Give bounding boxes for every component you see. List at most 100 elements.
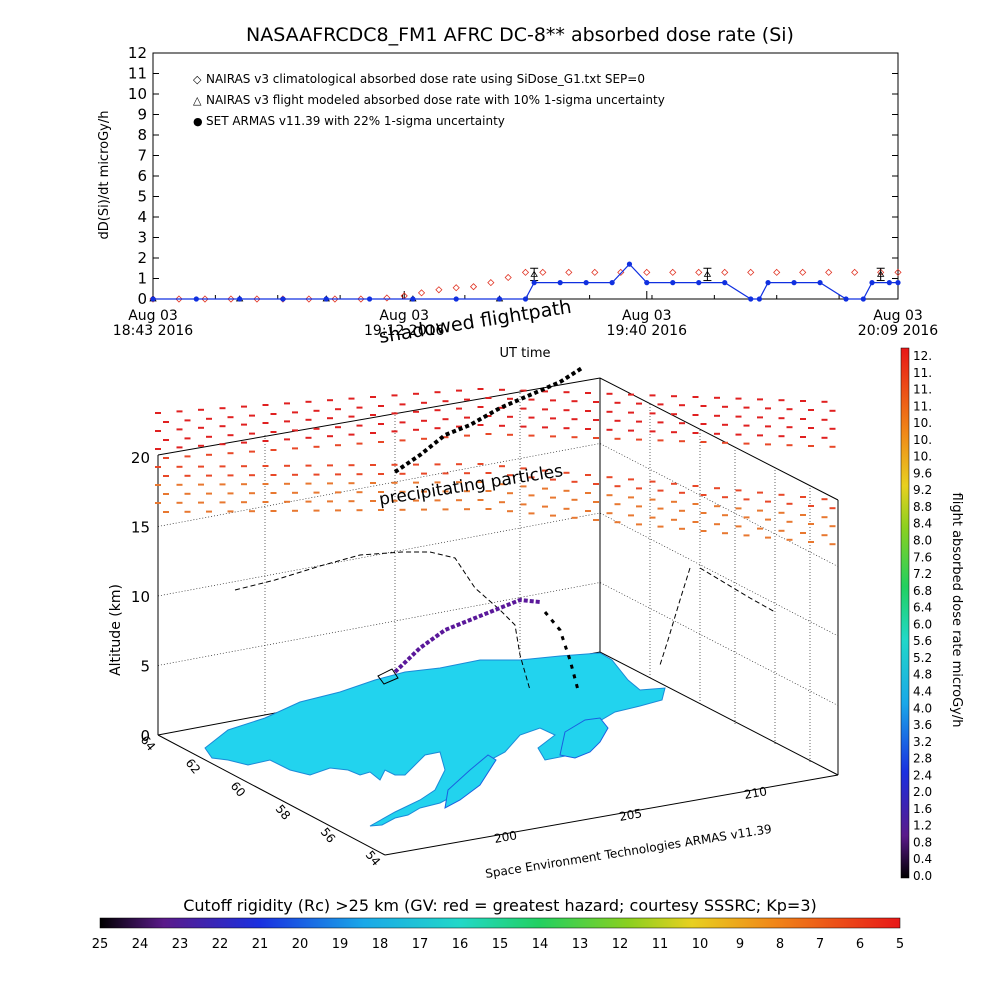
bottom-colorbar-tick-label: 22 bbox=[212, 937, 229, 952]
nairas-climatological-point bbox=[565, 268, 573, 276]
nairas-climatological-point bbox=[643, 268, 651, 276]
longitude-axis: 200 205 210 bbox=[493, 784, 768, 846]
y-tick-label: 11 bbox=[128, 65, 147, 83]
nairas-climatological-point bbox=[357, 295, 365, 303]
bottom-colorbar-ticks: 25 24 23 22 21 20 19 18 17 16 15 14 13 12 11 10 9 8 7 6 5 bbox=[92, 937, 904, 952]
legend-symbol: ● bbox=[193, 115, 203, 128]
nairas-climatological-point bbox=[175, 295, 183, 303]
bottom-colorbar-tick-label: 13 bbox=[572, 937, 589, 952]
armas-point bbox=[765, 280, 771, 286]
right-colorbar-tick-label: 3.2 bbox=[913, 735, 932, 749]
annotation-shadowed-flightpath: shadowed flightpath bbox=[377, 296, 573, 348]
x-tick-label-date: Aug 03 bbox=[622, 308, 672, 324]
right-colorbar-label: flight absorbed dose rate microGy/h bbox=[949, 493, 964, 728]
x-tick-label-date: Aug 03 bbox=[873, 308, 923, 324]
nairas-climatological-point bbox=[487, 279, 495, 287]
nairas-climatological-point bbox=[227, 295, 235, 303]
y-tick-label: 10 bbox=[128, 85, 147, 103]
nairas-climatological-point bbox=[721, 268, 729, 276]
bottom-colorbar-tick-label: 24 bbox=[132, 937, 149, 952]
latitude-tick-label: 60 bbox=[228, 779, 249, 800]
bottom-colorbar-label: Cutoff rigidity (Rc) >25 km (GV: red = g… bbox=[183, 896, 817, 915]
altitude-axis-label: Altitude (km) bbox=[108, 584, 124, 676]
bottom-colorbar-tick-label: 25 bbox=[92, 937, 109, 952]
y-tick-label: 6 bbox=[137, 167, 147, 185]
right-colorbar-tick-label: 2.8 bbox=[913, 752, 932, 766]
y-tick-label: 2 bbox=[137, 249, 147, 267]
altitude-grid-line bbox=[157, 443, 839, 567]
bottom-colorbar-tick-label: 20 bbox=[292, 937, 309, 952]
nairas-climatological-point bbox=[851, 268, 859, 276]
y-tick-label: 7 bbox=[137, 147, 147, 165]
nairas-climatological-point bbox=[773, 268, 781, 276]
right-colorbar-tick-label: 8.8 bbox=[913, 500, 932, 514]
nairas-climatological-point bbox=[521, 268, 530, 276]
legend-symbol: △ bbox=[193, 94, 202, 107]
shadowed-flightpath-lines bbox=[234, 551, 776, 691]
top-plot-frame bbox=[152, 52, 899, 300]
y-tick-label: 9 bbox=[137, 106, 147, 124]
x-tick-label-date: Aug 03 bbox=[128, 308, 178, 324]
top-series-group bbox=[149, 261, 902, 303]
top-y-axis-label: dD(Si)/dt microGy/h bbox=[97, 111, 112, 240]
bottom-colorbar: Cutoff rigidity (Rc) >25 km (GV: red = g… bbox=[92, 896, 904, 952]
bottom-colorbar-tick-label: 23 bbox=[172, 937, 189, 952]
right-colorbar-tick-label: 1.6 bbox=[913, 802, 932, 816]
altitude-axis: 0 5 10 15 20 bbox=[131, 449, 150, 745]
right-colorbar: 12. 11. 11. 11. 10. 10. 10. 9.6 9.2 8.8 8.4 8.0 7.6 7… bbox=[900, 347, 964, 883]
nairas-climatological-point bbox=[825, 268, 833, 276]
credit-text: Space Environment Technologies ARMAS v11… bbox=[484, 822, 772, 881]
armas-point bbox=[583, 280, 589, 286]
bottom-colorbar-tick-label: 8 bbox=[776, 937, 784, 952]
armas-point bbox=[696, 280, 702, 286]
armas-point bbox=[237, 296, 243, 302]
right-colorbar-ticks: 12. 11. 11. 11. 10. 10. 10. 9.6 9.2 8.8 8.4 8.0 7.6 7… bbox=[913, 349, 932, 883]
longitude-tick-label: 210 bbox=[743, 784, 768, 802]
right-colorbar-tick-label: 5.6 bbox=[913, 634, 932, 648]
nairas-climatological-point bbox=[504, 273, 512, 282]
altitude-tick-label: 5 bbox=[140, 658, 150, 676]
right-colorbar-tick-label: 0.0 bbox=[913, 869, 932, 883]
bottom-colorbar-tick-label: 7 bbox=[816, 937, 824, 952]
latitude-tick-label: 54 bbox=[363, 848, 384, 869]
armas-point bbox=[869, 280, 875, 286]
right-colorbar-tick-label: 12. bbox=[913, 349, 932, 363]
bottom-colorbar-tick-label: 18 bbox=[372, 937, 389, 952]
right-colorbar-tick-label: 11. bbox=[913, 383, 932, 397]
altitude-tick-label: 10 bbox=[131, 588, 150, 606]
armas-point bbox=[843, 296, 849, 302]
flight-track bbox=[377, 366, 584, 691]
armas-point bbox=[531, 280, 537, 286]
bottom-colorbar-tick-label: 19 bbox=[332, 937, 349, 952]
nairas-climatological-point bbox=[591, 268, 599, 276]
y-tick-label: 5 bbox=[137, 188, 147, 206]
armas-point bbox=[150, 296, 156, 302]
right-colorbar-tick-label: 0.8 bbox=[913, 835, 932, 849]
right-colorbar-tick-label: 4.4 bbox=[913, 684, 932, 698]
y-tick-label: 12 bbox=[128, 44, 147, 62]
x-tick-label-time: 19:12 2016 bbox=[364, 323, 445, 339]
latitude-tick-label: 56 bbox=[318, 825, 339, 846]
nairas-climatological-point bbox=[747, 268, 755, 276]
right-colorbar-tick-label: 6.0 bbox=[913, 617, 932, 631]
bottom-colorbar-tick-label: 6 bbox=[856, 937, 864, 952]
right-colorbar-tick-label: 5.2 bbox=[913, 651, 932, 665]
nairas-climatological-point bbox=[452, 284, 460, 292]
altitude-grid-line bbox=[157, 512, 839, 637]
nairas-climatological-point bbox=[417, 289, 426, 297]
bottom-colorbar-tick-label: 11 bbox=[652, 937, 669, 952]
3d-box-frame bbox=[157, 377, 839, 856]
longitude-tick-label: 200 bbox=[493, 828, 518, 846]
3d-flight-scene: shadowed flightpath precipitating partic… bbox=[108, 296, 839, 881]
nairas-climatological-point bbox=[331, 295, 339, 303]
armas-point bbox=[557, 280, 563, 286]
armas-point bbox=[860, 296, 866, 302]
longitude-tick-label: 205 bbox=[618, 806, 643, 824]
nairas-climatological-point bbox=[617, 268, 625, 276]
nairas-climatological-point bbox=[383, 294, 391, 302]
y-tick-label: 4 bbox=[137, 208, 147, 226]
right-colorbar-tick-label: 1.2 bbox=[913, 819, 932, 833]
armas-point bbox=[410, 296, 416, 302]
legend-entry: NAIRAS v3 climatological absorbed dose r… bbox=[206, 72, 645, 86]
